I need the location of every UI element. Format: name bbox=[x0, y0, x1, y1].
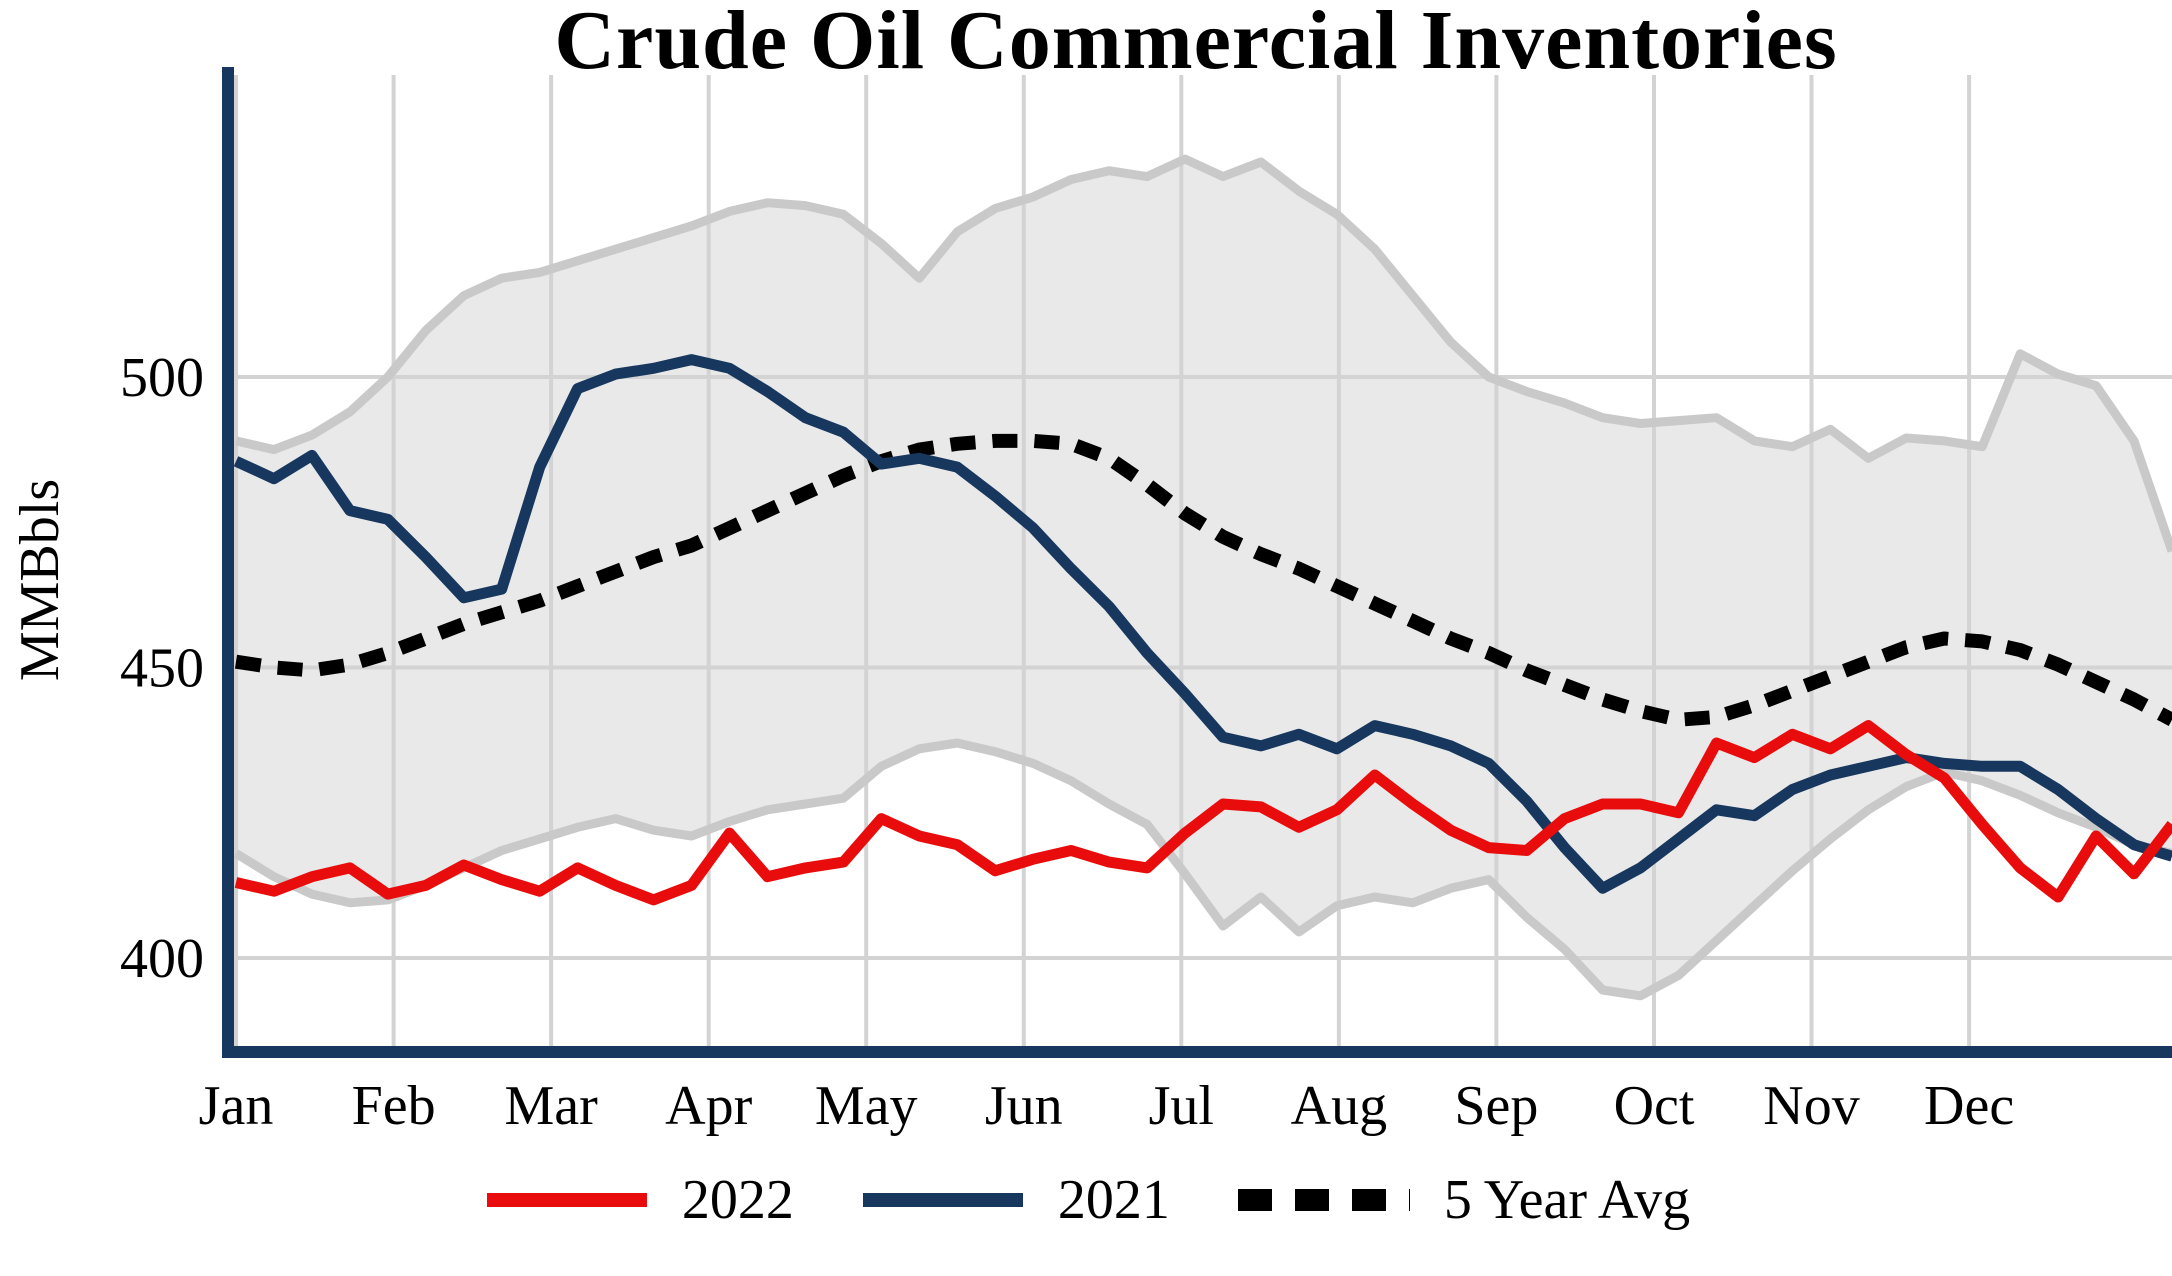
series-5-year-avg-line bbox=[234, 433, 2172, 727]
band-area bbox=[236, 159, 2172, 996]
legend-label-2021: 2021 bbox=[1057, 1169, 1170, 1231]
x-tick-label-Jul: Jul bbox=[1149, 1075, 1214, 1137]
x-tick-label-Apr: Apr bbox=[665, 1075, 752, 1137]
legend-sample-2022-line bbox=[486, 1193, 647, 1207]
series-2021-line bbox=[233, 354, 2172, 894]
legend-label-2022: 2022 bbox=[681, 1169, 794, 1231]
band-lower-edge bbox=[233, 738, 2172, 1001]
chart-title: Crude Oil Commercial Inventories bbox=[554, 0, 1838, 87]
x-tick-label-Feb: Feb bbox=[352, 1075, 436, 1137]
x-tick-label-Sep: Sep bbox=[1454, 1075, 1538, 1137]
legend-item-2021: 2021 bbox=[858, 1168, 1170, 1232]
x-tick-label-Mar: Mar bbox=[504, 1075, 598, 1137]
band-upper-edge bbox=[234, 154, 2172, 553]
legend-item-5yr-avg: 5 Year Avg bbox=[1234, 1168, 1690, 1232]
x-tick-label-Jun: Jun bbox=[985, 1075, 1063, 1137]
series-2022-line bbox=[234, 720, 2172, 906]
x-tick-label-Oct: Oct bbox=[1614, 1075, 1695, 1137]
x-tick-label-Nov: Nov bbox=[1763, 1075, 1859, 1137]
y-tick-label-500: 500 bbox=[120, 347, 204, 409]
x-tick-label-Dec: Dec bbox=[1924, 1075, 2014, 1137]
legend-sample-5yr-avg-dotted-line bbox=[1237, 1189, 1410, 1211]
x-tick-label-May: May bbox=[815, 1075, 918, 1137]
y-tick-label-450: 450 bbox=[120, 638, 204, 700]
x-tick-label-Aug: Aug bbox=[1291, 1075, 1387, 1137]
y-tick-label-400: 400 bbox=[120, 928, 204, 990]
legend-sample-2021-line bbox=[862, 1193, 1023, 1207]
legend: 2022 2021 5 Year Avg bbox=[0, 1168, 2172, 1232]
x-tick-label-Jan: Jan bbox=[199, 1075, 274, 1137]
legend-label-5yr-avg: 5 Year Avg bbox=[1443, 1169, 1691, 1231]
legend-item-2022: 2022 bbox=[482, 1168, 794, 1232]
